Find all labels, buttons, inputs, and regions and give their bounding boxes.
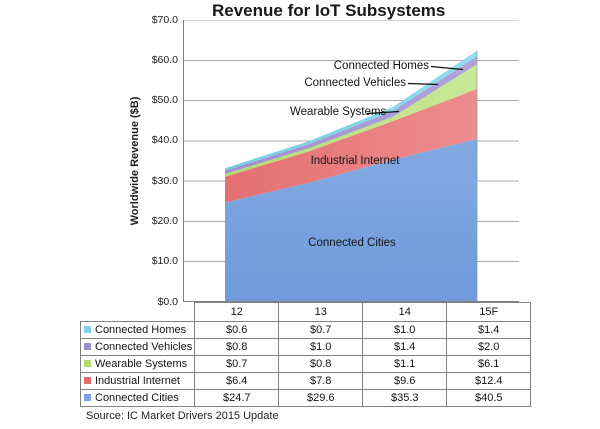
chart-title: Revenue for IoT Subsystems xyxy=(212,1,446,20)
table-cell: $0.8 xyxy=(194,338,280,356)
table-cell: $29.6 xyxy=(278,389,364,407)
annotation-wearable-systems: Wearable Systems xyxy=(290,106,387,118)
table-cell: $1.0 xyxy=(362,321,448,339)
table-cell: $40.5 xyxy=(446,389,532,407)
table-cell: $1.1 xyxy=(362,355,448,373)
table-row-label: Connected Homes xyxy=(79,321,196,339)
table-cell: $24.7 xyxy=(194,389,280,407)
table-col-header: 12 xyxy=(194,302,280,322)
table-col-header: 13 xyxy=(278,302,364,322)
legend-marker-icon xyxy=(84,343,91,351)
annotation-connected-cities: Connected Cities xyxy=(308,237,396,249)
y-tick-label: $50.0 xyxy=(151,94,178,107)
annotation-connected-vehicles: Connected Vehicles xyxy=(304,77,406,89)
table-cell: $1.0 xyxy=(278,338,364,356)
table-row-label: Industrial Internet xyxy=(79,372,196,390)
annotation-industrial-internet: Industrial Internet xyxy=(310,155,400,167)
y-tick-label: $20.0 xyxy=(151,214,178,227)
table-row-label: Wearable Systems xyxy=(79,355,196,373)
legend-marker-icon xyxy=(84,360,91,368)
table-cell: $0.7 xyxy=(194,355,280,373)
area-industrial-internet xyxy=(225,88,477,203)
plot-area xyxy=(183,19,519,302)
table-cell: $12.4 xyxy=(446,372,532,390)
y-axis-title: Worldwide Revenue ($B) xyxy=(129,96,141,226)
table-row: Wearable Systems $0.7 $0.8 $1.1 $6.1 xyxy=(79,355,532,373)
data-table: 12 13 14 15F Connected Homes $0.6 $0.7 $1.0 $1.4… xyxy=(79,302,532,407)
y-tick-label: $70.0 xyxy=(151,13,178,26)
table-cell: $6.1 xyxy=(446,355,532,373)
table-header-row: 12 13 14 15F xyxy=(81,302,532,322)
table-cell: $7.8 xyxy=(278,372,364,390)
y-tick-label: $30.0 xyxy=(151,174,178,187)
table-row: Connected Vehicles $0.8 $1.0 $1.4 $2.0 xyxy=(79,338,532,356)
legend-marker-icon xyxy=(84,394,91,402)
stacked-area-chart xyxy=(183,19,519,302)
y-tick-label: $60.0 xyxy=(151,53,178,66)
table-col-header: 14 xyxy=(362,302,448,322)
legend-marker-icon xyxy=(84,377,91,385)
table-row: Connected Cities $24.7 $29.6 $35.3 $40.5 xyxy=(79,389,532,407)
source-note: Source: IC Market Drivers 2015 Update xyxy=(86,410,279,422)
table-cell: $1.4 xyxy=(446,321,532,339)
y-tick-label: $0.0 xyxy=(157,295,178,308)
table-row: Connected Homes $0.6 $0.7 $1.0 $1.4 xyxy=(79,321,532,339)
table-cell: $0.6 xyxy=(194,321,280,339)
y-tick-label: $40.0 xyxy=(151,134,178,147)
table-cell: $35.3 xyxy=(362,389,448,407)
table-col-header: 15F xyxy=(446,302,532,322)
area-connected-cities xyxy=(225,138,477,302)
table-cell: $6.4 xyxy=(194,372,280,390)
y-tick-label: $10.0 xyxy=(151,255,178,268)
table-row-label: Connected Cities xyxy=(79,389,196,407)
legend-marker-icon xyxy=(84,326,91,334)
table-row: Industrial Internet $6.4 $7.8 $9.6 $12.4 xyxy=(79,372,532,390)
table-cell: $9.6 xyxy=(362,372,448,390)
table-cell: $0.8 xyxy=(278,355,364,373)
table-row-label: Connected Vehicles xyxy=(79,338,196,356)
annotation-connected-homes: Connected Homes xyxy=(333,60,429,72)
table-cell: $0.7 xyxy=(278,321,364,339)
table-cell: $1.4 xyxy=(362,338,448,356)
table-cell: $2.0 xyxy=(446,338,532,356)
table-blank-cell xyxy=(81,303,195,322)
